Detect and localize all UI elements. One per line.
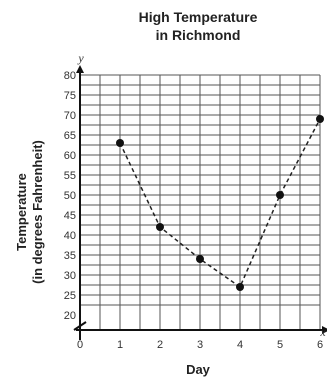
y-tick-label: 80 (64, 70, 76, 82)
y-axis-arrow (76, 65, 84, 73)
y-tick-label: 45 (64, 210, 76, 222)
x-tick-label: 6 (317, 339, 323, 351)
x-axis-arrow (322, 326, 327, 334)
y-axis-label-line1: Temperature (14, 173, 29, 251)
y-tick-label: 25 (64, 290, 76, 302)
y-tick-label: 60 (64, 150, 76, 162)
y-tick-label: 35 (64, 250, 76, 262)
data-point (156, 223, 164, 231)
x-tick-label: 2 (157, 339, 163, 351)
data-point (196, 255, 204, 263)
y-tick-label: 55 (64, 170, 76, 182)
y-tick-label: 70 (64, 110, 76, 122)
data-point (276, 191, 284, 199)
chart-title-line2: in Richmond (156, 27, 241, 43)
x-tick-label: 4 (237, 339, 243, 351)
data-point (116, 139, 124, 147)
series-line (119, 118, 321, 289)
x-axis-letter: x (319, 325, 326, 339)
x-axis-label: Day (186, 362, 211, 377)
y-tick-label: 75 (64, 90, 76, 102)
y-axis-letter: y (77, 51, 84, 65)
data-point (316, 115, 324, 123)
x-tick-label: 1 (117, 339, 123, 351)
y-tick-label: 50 (64, 190, 76, 202)
data-series (116, 115, 324, 291)
axes (73, 65, 327, 340)
data-point (236, 283, 244, 291)
y-tick-label: 65 (64, 130, 76, 142)
y-axis-break-mark (73, 321, 87, 331)
y-tick-label: 30 (64, 270, 76, 282)
x-tick-label: 5 (277, 339, 283, 351)
y-axis-label-line2: (in degrees Fahrenheit) (30, 140, 45, 284)
x-tick-label: 0 (77, 339, 83, 351)
chart-title-line1: High Temperature (139, 9, 258, 25)
y-tick-label: 40 (64, 230, 76, 242)
plot-grid (80, 74, 321, 331)
y-tick-label: 20 (64, 310, 76, 322)
x-tick-label: 3 (197, 339, 203, 351)
